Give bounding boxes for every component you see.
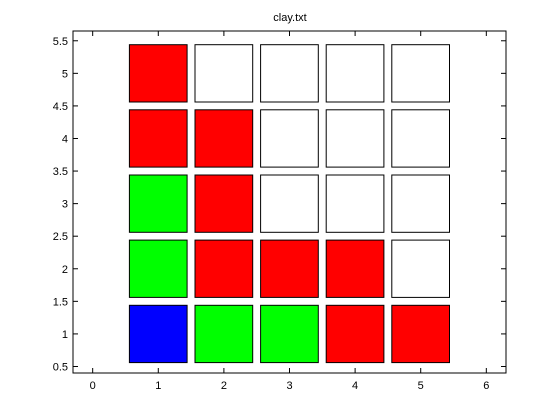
cell-empty-x5-y5 xyxy=(391,44,450,103)
cells-layer xyxy=(128,44,450,364)
cell-empty-x4-y4 xyxy=(325,109,385,168)
cell-empty-x2-y5 xyxy=(194,44,254,103)
cell-red-x2-y3 xyxy=(194,174,254,233)
cell-empty-x4-y5 xyxy=(325,44,385,103)
x-tick-label: 3 xyxy=(286,380,292,392)
y-tick-label: 0.5 xyxy=(53,361,68,373)
cell-red-x4-y1 xyxy=(325,304,385,364)
y-tick-label: 5 xyxy=(62,68,68,80)
cell-empty-x3-y4 xyxy=(260,109,319,168)
chart-title: clay.txt xyxy=(273,12,306,24)
y-tick-label: 5.5 xyxy=(53,36,68,48)
y-tick-label: 3.5 xyxy=(53,166,68,178)
ticks-layer: 0 1 2 3 4 5 6 0.5 1 1.5 2 2.5 3 3.5 4 4.5 5 5.5 xyxy=(53,31,506,392)
y-tick-label: 4.5 xyxy=(53,101,68,113)
cell-red-x2-y2 xyxy=(194,239,254,298)
y-tick-label: 4 xyxy=(62,133,68,145)
y-tick-label: 3 xyxy=(62,199,68,211)
x-tick-label: 4 xyxy=(352,380,358,392)
y-tick-label: 2.5 xyxy=(53,231,68,243)
cell-empty-x3-y3 xyxy=(260,174,319,233)
x-tick-label: 6 xyxy=(483,380,489,392)
x-tick-label: 1 xyxy=(155,380,161,392)
cell-empty-x5-y2 xyxy=(391,239,450,298)
x-tick-label: 2 xyxy=(221,380,227,392)
cell-red-x3-y2 xyxy=(260,239,319,298)
cell-red-x2-y4 xyxy=(194,109,254,168)
cell-empty-x4-y3 xyxy=(325,174,385,233)
cell-green-x1-y2 xyxy=(128,239,188,298)
x-tick-label: 0 xyxy=(90,380,96,392)
cell-red-x5-y1 xyxy=(391,304,450,364)
cell-red-x1-y4 xyxy=(128,109,188,168)
cell-green-x1-y3 xyxy=(128,174,188,233)
cell-green-x2-y1 xyxy=(194,304,254,364)
cell-empty-x5-y4 xyxy=(391,109,450,168)
cell-green-x3-y1 xyxy=(260,304,319,364)
y-tick-label: 1.5 xyxy=(53,296,68,308)
cell-blue-x1-y1 xyxy=(128,304,188,364)
cell-red-x1-y5 xyxy=(128,44,188,103)
x-tick-label: 5 xyxy=(418,380,424,392)
y-tick-label: 2 xyxy=(62,264,68,276)
cell-red-x4-y2 xyxy=(325,239,385,298)
y-tick-label: 1 xyxy=(62,329,68,341)
cell-empty-x5-y3 xyxy=(391,174,450,233)
cell-empty-x3-y5 xyxy=(260,44,319,103)
